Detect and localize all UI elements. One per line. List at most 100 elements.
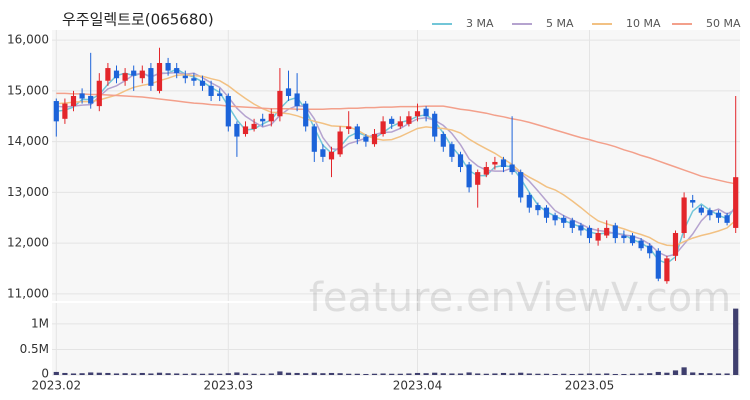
volume-bar [621,373,627,375]
volume-bar [578,373,584,375]
volume-bar [225,373,231,375]
candle-body [105,68,111,81]
volume-bar [595,373,601,375]
x-tick-label: 2023.02 [31,379,81,393]
candle-body [294,93,300,107]
candle-body [561,217,567,223]
candle-body [406,116,412,124]
volume-bar [234,372,240,375]
volume-bar [260,373,266,375]
candle-body [612,225,618,239]
candle-body [371,134,378,145]
candle-body [629,235,636,244]
volume-bar [62,372,68,375]
candle-body [217,93,223,96]
volume-bar [156,372,163,375]
volume-bar [251,373,257,375]
volume-bar [88,372,94,375]
volume-bar [303,373,309,375]
legend-label: 5 MA [546,17,574,30]
volume-bar [380,373,386,375]
volume-bar [586,373,593,375]
candle-body [363,136,369,142]
candle-body [165,62,171,71]
candle-body [423,108,429,117]
volume-bar [638,373,644,375]
chart-title: 우주일렉트로(065680) [62,11,214,29]
volume-tick-label: 0 [41,367,49,381]
candle-body [638,240,644,249]
volume-bar [647,373,653,375]
candle-body [156,62,163,91]
volume-bar [552,373,558,375]
volume-bar [509,373,515,375]
candle-body [380,121,386,135]
volume-bar [483,373,489,375]
volume-bar [406,373,412,375]
volume-bar [629,373,636,375]
volume-bar [604,373,610,375]
candle-body [414,111,421,117]
candle-body [96,80,102,107]
volume-panel [52,303,740,375]
candle-body [70,95,77,107]
candle-body [139,70,145,79]
candle-body [724,215,730,223]
volume-bar [655,371,661,375]
candle-body [672,232,679,256]
volume-bar [475,373,481,375]
candle-body [62,103,68,119]
volume-bar [440,373,446,375]
volume-bar [612,373,618,375]
candle-body [208,85,214,96]
volume-bar [96,372,102,375]
candle-body [260,118,266,122]
candle-body [535,205,541,211]
candle-body [225,95,231,127]
candle-body [698,207,704,213]
candle-body [268,113,274,122]
candle-body [88,95,94,104]
volume-bar [208,373,214,375]
y-tick-label: 15,000 [7,83,49,97]
volume-bar [217,373,223,375]
volume-bar [105,372,111,375]
volume-bar [414,372,421,375]
legend-label: 3 MA [466,17,494,30]
volume-bar [423,373,429,375]
volume-bar [432,372,438,375]
candle-body [277,90,283,117]
candle-body [690,200,696,203]
y-tick-label: 16,000 [7,33,49,47]
volume-bar [199,373,206,375]
candle-body [113,70,120,79]
candle-body [681,197,687,233]
candle-body [526,194,532,208]
candle-body [509,164,515,173]
candle-body [440,134,446,147]
candle-body [354,126,360,140]
legend-label: 50 MA [706,17,741,30]
candle-body [715,212,722,218]
candle-body [174,68,180,74]
ma-line [56,92,736,185]
candle-body [346,126,352,129]
volume-bar [664,372,670,375]
watermark: feature.enViewV.com [309,275,731,321]
candle-body [148,68,154,86]
candle-body [595,232,601,241]
volume-bar [70,373,77,375]
volume-bar [122,373,128,375]
volume-bar [354,373,360,375]
candle-body [483,167,489,175]
volume-bar [148,373,154,375]
volume-bar [733,308,739,375]
candle-body [389,118,395,124]
y-tick-label: 14,000 [7,134,49,148]
volume-bar [182,373,188,375]
volume-bar [569,373,575,375]
volume-bar [457,373,464,375]
volume-bar [346,373,352,375]
volume-bar [277,371,283,375]
candle-body [191,78,197,81]
